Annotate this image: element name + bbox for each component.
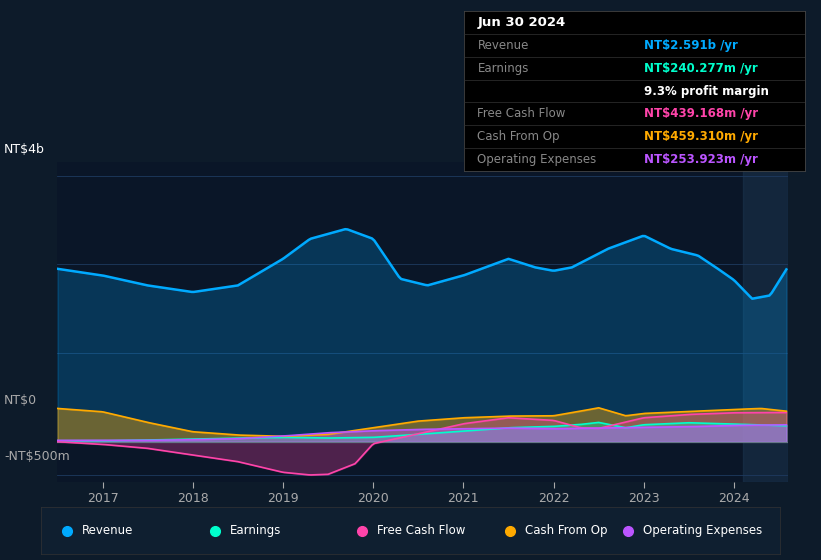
Text: Revenue: Revenue (82, 524, 133, 537)
Text: Free Cash Flow: Free Cash Flow (478, 108, 566, 120)
Text: 9.3% profit margin: 9.3% profit margin (644, 85, 769, 97)
Text: Jun 30 2024: Jun 30 2024 (478, 16, 566, 29)
Text: NT$240.277m /yr: NT$240.277m /yr (644, 62, 759, 74)
Bar (743, 162, 788, 482)
Text: Operating Expenses: Operating Expenses (644, 524, 763, 537)
Text: Revenue: Revenue (478, 39, 529, 52)
Text: NT$253.923m /yr: NT$253.923m /yr (644, 153, 759, 166)
Text: NT$439.168m /yr: NT$439.168m /yr (644, 108, 759, 120)
Text: NT$0: NT$0 (4, 394, 37, 407)
Text: Operating Expenses: Operating Expenses (478, 153, 597, 166)
Text: NT$459.310m /yr: NT$459.310m /yr (644, 130, 759, 143)
Text: NT$4b: NT$4b (4, 143, 45, 156)
Text: -NT$500m: -NT$500m (4, 450, 70, 463)
Text: Earnings: Earnings (478, 62, 529, 74)
Text: Free Cash Flow: Free Cash Flow (377, 524, 466, 537)
Text: NT$2.591b /yr: NT$2.591b /yr (644, 39, 738, 52)
Text: Earnings: Earnings (230, 524, 281, 537)
Text: Cash From Op: Cash From Op (525, 524, 608, 537)
Text: Cash From Op: Cash From Op (478, 130, 560, 143)
